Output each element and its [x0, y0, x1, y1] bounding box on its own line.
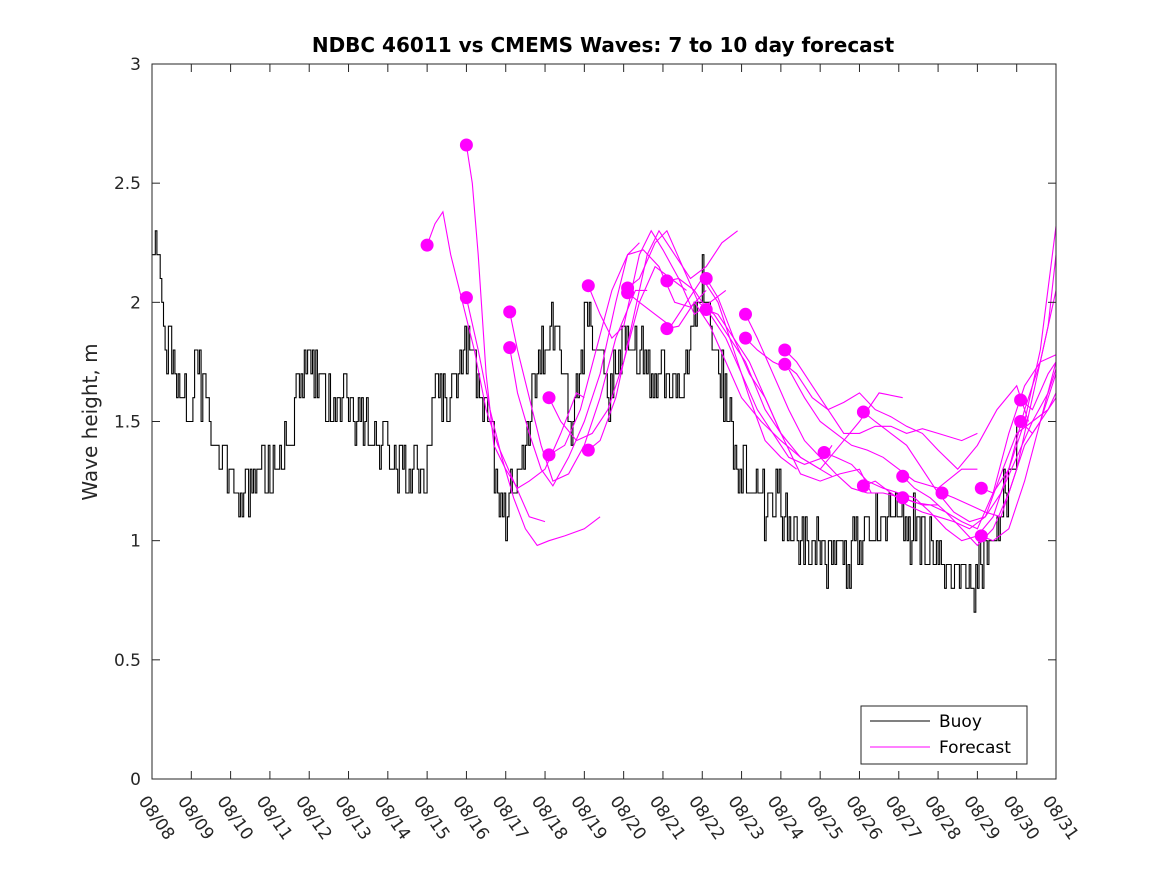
forecast-line-20: [863, 368, 1056, 523]
forecast-start-point-17: [778, 343, 792, 357]
forecast-line-28: [1020, 392, 1056, 435]
forecast-start-point-16: [739, 331, 752, 345]
forecast-start-point-22: [896, 469, 910, 483]
forecast-start-point-21: [856, 479, 870, 493]
forecast-start-point-19: [817, 446, 831, 459]
legend: Buoy Forecast: [860, 705, 1028, 765]
forecast-line-10: [627, 277, 797, 470]
forecast-start-point-26: [974, 529, 988, 543]
y-tick-label-6: 3: [130, 55, 141, 75]
forecast-start-point-25: [974, 481, 988, 495]
forecast-line-5: [548, 265, 687, 442]
y-tick-label-3: 1.5: [114, 413, 141, 433]
y-tick-label-0: 0: [130, 770, 141, 790]
forecast-start-point-15: [739, 307, 752, 321]
forecast-start-point-1: [459, 138, 473, 152]
forecast-line-16: [745, 337, 978, 489]
forecast-start-point-24: [935, 486, 949, 500]
y-tick-label-2: 1: [130, 532, 141, 552]
plot-series: [152, 138, 1056, 613]
chart-title: NDBC 46011 vs CMEMS Waves: 7 to 10 day f…: [312, 33, 895, 57]
forecast-start-point-4: [503, 341, 517, 355]
forecast-line-25: [981, 226, 1056, 494]
forecast-start-point-13: [699, 272, 713, 285]
forecast-line-3: [509, 289, 648, 482]
forecast-line-4: [509, 242, 640, 487]
forecast-start-point-23: [896, 491, 910, 505]
forecast-line-17: [784, 349, 978, 442]
legend-box: [860, 705, 1028, 765]
forecast-line-0: [426, 210, 546, 523]
forecast-start-point-14: [699, 303, 713, 316]
y-tick-label-5: 2.5: [114, 174, 141, 194]
forecast-line-18: [784, 363, 1030, 471]
forecast-start-point-8: [581, 443, 595, 457]
forecast-line-27: [1020, 361, 1056, 411]
forecast-line-2: [465, 297, 601, 547]
y-tick-label-4: 2: [130, 293, 141, 313]
forecast-start-point-3: [503, 305, 517, 319]
legend-forecast-label: Forecast: [939, 738, 1011, 758]
forecast-start-point-20: [856, 405, 870, 419]
forecast-line-22: [902, 373, 1056, 547]
legend-buoy-label: Buoy: [939, 712, 982, 732]
forecast-start-point-7: [581, 279, 595, 293]
forecast-start-point-6: [542, 448, 556, 462]
forecast-start-point-11: [660, 274, 674, 288]
forecast-start-point-10: [621, 286, 635, 300]
buoy-series-line: [152, 230, 1018, 613]
forecast-start-point-2: [459, 291, 473, 305]
plot-area: [152, 138, 1056, 613]
forecast-line-23: [902, 354, 1056, 530]
forecast-line-1: [465, 144, 585, 489]
forecast-start-point-0: [420, 238, 434, 252]
forecast-line-24: [941, 254, 1056, 518]
forecast-line-19: [823, 290, 1056, 542]
y-axis-title: Wave height, m: [78, 343, 102, 500]
forecast-start-point-18: [778, 357, 792, 371]
forecast-start-point-12: [660, 322, 674, 336]
forecast-start-point-27: [1014, 393, 1028, 407]
forecast-start-point-5: [542, 391, 556, 405]
forecast-start-point-28: [1014, 415, 1028, 428]
forecast-line-26: [981, 361, 1056, 542]
forecast-line-8: [587, 229, 738, 451]
y-tick-label-1: 0.5: [114, 651, 141, 671]
forecast-line-11: [666, 277, 833, 465]
forecast-line-21: [863, 397, 1056, 530]
forecast-line-6: [548, 249, 707, 456]
